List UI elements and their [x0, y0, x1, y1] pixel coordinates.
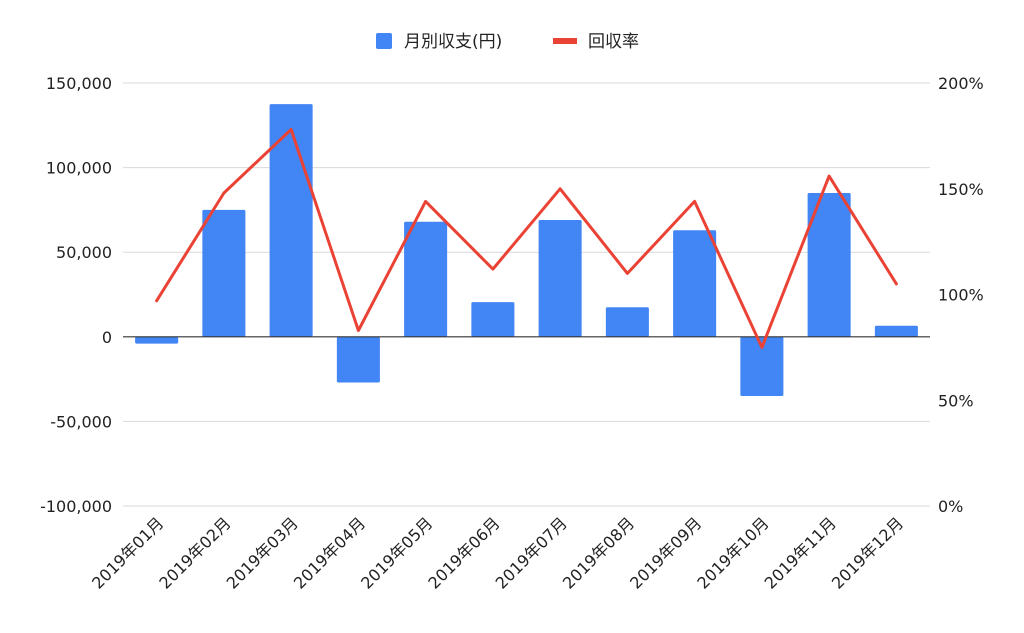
x-axis-ticks: 2019年01月2019年02月2019年03月2019年04月2019年05月… [88, 513, 907, 592]
x-tick-label: 2019年08月 [559, 513, 638, 592]
bar [605, 307, 649, 337]
legend-label-monthly-balance: 月別収支(円) [404, 32, 502, 52]
line-point [156, 300, 158, 302]
x-tick-label: 2019年02月 [155, 513, 234, 592]
line-point [694, 200, 696, 202]
bar [740, 336, 784, 397]
right-tick-label: 150% [938, 180, 984, 199]
left-tick-label: -50,000 [50, 412, 112, 431]
line-point [290, 129, 292, 131]
x-tick-label: 2019年12月 [828, 513, 907, 592]
left-tick-label: 50,000 [56, 243, 112, 262]
bar [807, 192, 851, 337]
legend: 月別収支(円) 回収率 [376, 32, 639, 52]
bar [874, 325, 918, 337]
left-tick-label: 0 [102, 328, 112, 347]
x-tick-label: 2019年10月 [693, 513, 772, 592]
x-tick-label: 2019年06月 [424, 513, 503, 592]
recovery-rate-line [155, 128, 898, 349]
x-tick-label: 2019年05月 [357, 513, 436, 592]
line-point [895, 283, 897, 285]
bar [673, 230, 717, 337]
bar [404, 221, 448, 337]
bar [471, 302, 515, 337]
bar [135, 336, 179, 344]
x-tick-label: 2019年09月 [626, 513, 705, 592]
line-point [559, 188, 561, 190]
bar [269, 104, 313, 337]
line-point [425, 200, 427, 202]
right-tick-label: 100% [938, 286, 984, 305]
right-tick-label: 200% [938, 74, 984, 93]
line-point [357, 329, 359, 331]
right-tick-label: 50% [938, 391, 974, 410]
legend-label-recovery-rate: 回収率 [588, 32, 639, 52]
left-axis-ticks: -100,000 -50,000 0 50,000 100,000 150,000 [40, 74, 112, 516]
legend-swatch-recovery-rate [553, 38, 577, 44]
x-tick-label: 2019年03月 [223, 513, 302, 592]
line-point [492, 268, 494, 270]
line-point [223, 192, 225, 194]
left-tick-label: -100,000 [40, 497, 112, 516]
right-tick-label: 0% [938, 497, 963, 516]
bar [538, 220, 582, 337]
x-tick-label: 2019年01月 [88, 513, 167, 592]
bar-series [135, 104, 918, 397]
x-tick-label: 2019年07月 [492, 513, 571, 592]
right-axis-ticks: 0% 50% 100% 150% 200% [938, 74, 984, 516]
legend-swatch-monthly-balance [376, 33, 392, 49]
line-point [761, 346, 763, 348]
left-tick-label: 100,000 [46, 159, 112, 178]
x-tick-label: 2019年04月 [290, 513, 369, 592]
line-series [155, 128, 898, 349]
x-tick-label: 2019年11月 [761, 513, 840, 592]
left-tick-label: 150,000 [46, 74, 112, 93]
gridlines [123, 82, 930, 507]
line-point [828, 175, 830, 177]
bar [202, 209, 246, 337]
bar [336, 336, 380, 383]
line-point [626, 272, 628, 274]
